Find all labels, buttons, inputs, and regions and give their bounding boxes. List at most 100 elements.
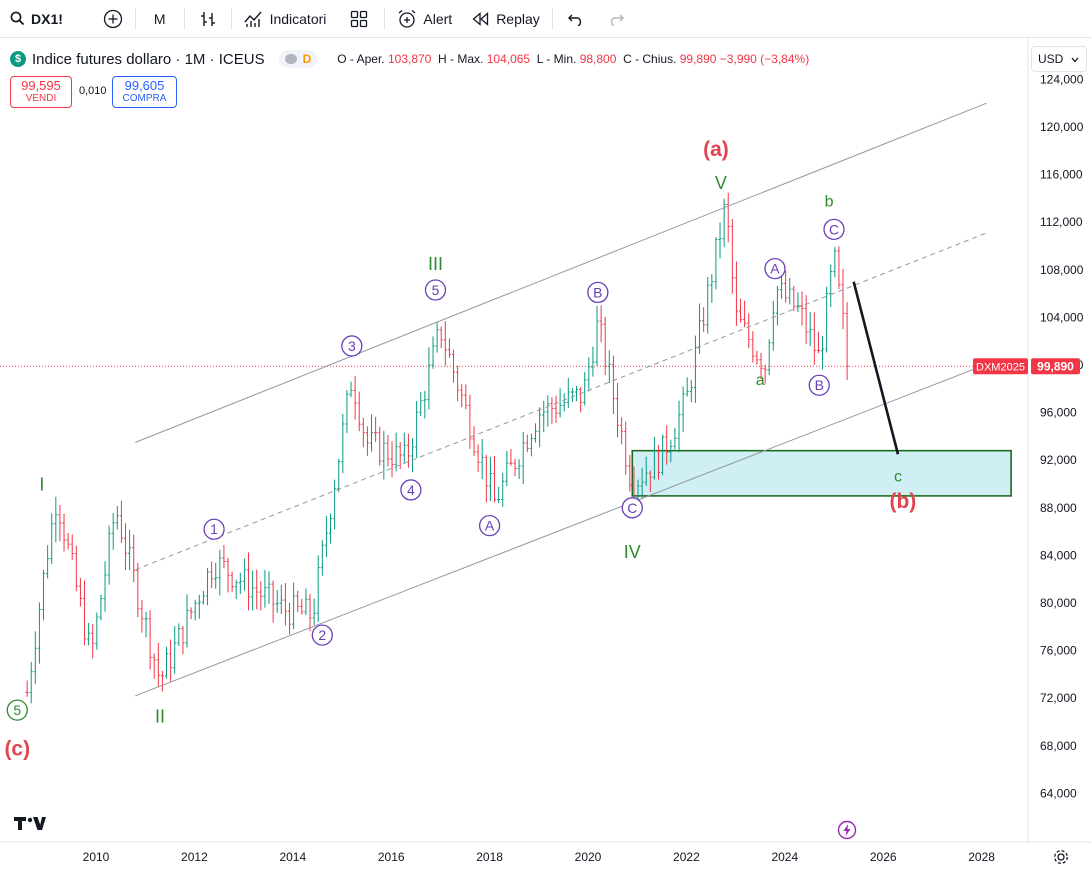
replay-button[interactable]: Replay xyxy=(462,0,550,38)
indicators-button[interactable]: Indicatori xyxy=(234,0,337,38)
candle xyxy=(648,470,652,492)
symbol-search-button[interactable]: DX1! xyxy=(0,0,73,38)
market-status-pill[interactable]: D xyxy=(278,50,318,68)
axes-layer: 64,000 68,000 72,000 76,000 80,000 84,000 88,0… xyxy=(0,38,1091,864)
wave-label-text: c xyxy=(894,468,902,485)
interval-button[interactable]: M xyxy=(138,0,182,38)
wave-label-three: 3 xyxy=(341,335,363,357)
candle xyxy=(267,571,271,604)
sell-button[interactable]: 99,595 VENDI xyxy=(10,76,72,108)
wave-label-circle xyxy=(587,281,609,304)
candle xyxy=(386,434,390,467)
candle xyxy=(435,321,439,353)
toolbar-divider xyxy=(230,7,232,30)
candle xyxy=(177,623,181,646)
redo-button[interactable] xyxy=(597,0,635,38)
wave-label-II: II xyxy=(155,706,165,726)
candle xyxy=(156,642,160,688)
price-tick-label: 84,000 xyxy=(1040,548,1077,562)
sell-price: 99,595 xyxy=(21,78,61,93)
candle xyxy=(251,570,255,611)
candle xyxy=(788,278,792,305)
candle xyxy=(665,425,669,465)
candle xyxy=(115,506,119,530)
wave-label-circle xyxy=(341,335,363,357)
candles-layer xyxy=(25,192,849,704)
candle xyxy=(124,523,128,570)
candle xyxy=(181,625,185,655)
candle xyxy=(144,611,148,638)
currency-select[interactable]: USD xyxy=(1031,46,1087,72)
candle xyxy=(763,364,767,384)
candle xyxy=(415,400,419,459)
candle xyxy=(771,300,775,351)
candle xyxy=(210,561,214,589)
gear-icon[interactable] xyxy=(1052,848,1070,871)
candle xyxy=(501,472,505,507)
candle xyxy=(316,555,320,623)
compare-add-symbol-button[interactable] xyxy=(93,0,133,38)
wave-label-text: (c) xyxy=(4,738,30,761)
candle xyxy=(829,264,833,307)
candle xyxy=(657,444,661,480)
layout-button[interactable] xyxy=(336,0,382,38)
toolbar-divider xyxy=(551,7,553,30)
candle xyxy=(599,305,603,343)
price-tick-label: 124,000 xyxy=(1040,72,1084,86)
candle xyxy=(624,421,628,475)
candle xyxy=(706,277,710,334)
alert-button[interactable]: Alert xyxy=(387,0,462,38)
wave-label-b-paren: (b) xyxy=(889,490,916,513)
candle xyxy=(29,661,33,704)
candle xyxy=(726,192,730,243)
candle xyxy=(808,311,812,347)
indicators-icon xyxy=(244,10,264,28)
candle xyxy=(230,571,234,593)
buy-label: COMPRA xyxy=(122,93,167,104)
undo-button[interactable] xyxy=(555,0,597,38)
candle xyxy=(509,449,513,466)
wave-label-text: C xyxy=(829,221,839,237)
candle xyxy=(689,379,693,403)
candle xyxy=(320,539,324,576)
candle xyxy=(247,552,251,611)
buy-button[interactable]: 99,605 COMPRA xyxy=(112,76,177,108)
candle xyxy=(185,594,189,648)
sell-label: VENDI xyxy=(25,93,57,104)
wave-label-c-small: c xyxy=(894,468,902,485)
price-tick-label: 108,000 xyxy=(1040,263,1084,277)
close-value: 99,890 xyxy=(679,52,717,66)
candle xyxy=(99,594,103,621)
candle xyxy=(476,444,480,472)
candle xyxy=(739,298,743,323)
instrument-title[interactable]: Indice futures dollaro · 1M · ICEUS xyxy=(32,50,265,68)
plus-circle-icon xyxy=(103,9,123,29)
wave-label-four: 4 xyxy=(400,479,422,501)
candle xyxy=(160,670,164,692)
wave-label-text: II xyxy=(155,706,165,726)
candle xyxy=(242,558,246,591)
candle xyxy=(361,417,365,448)
candle xyxy=(353,375,357,420)
candle xyxy=(201,590,205,605)
flash-event-icon[interactable] xyxy=(837,820,857,845)
candle xyxy=(402,432,406,463)
price-tick-label: 120,000 xyxy=(1040,120,1084,134)
toolbar-divider xyxy=(183,7,185,30)
candle xyxy=(681,386,685,432)
tradingview-logo-icon[interactable] xyxy=(14,814,46,837)
candle xyxy=(575,385,579,401)
candle xyxy=(484,454,488,503)
candle xyxy=(816,331,820,354)
candle xyxy=(140,599,144,633)
wave-label-text: A xyxy=(770,261,780,277)
candle xyxy=(796,292,800,313)
wave-label-text: 2 xyxy=(318,627,326,643)
candle xyxy=(595,305,599,366)
wave-label-text: A xyxy=(485,518,495,534)
chart-type-button[interactable] xyxy=(187,0,229,38)
candle xyxy=(677,400,681,453)
candle xyxy=(611,355,615,415)
